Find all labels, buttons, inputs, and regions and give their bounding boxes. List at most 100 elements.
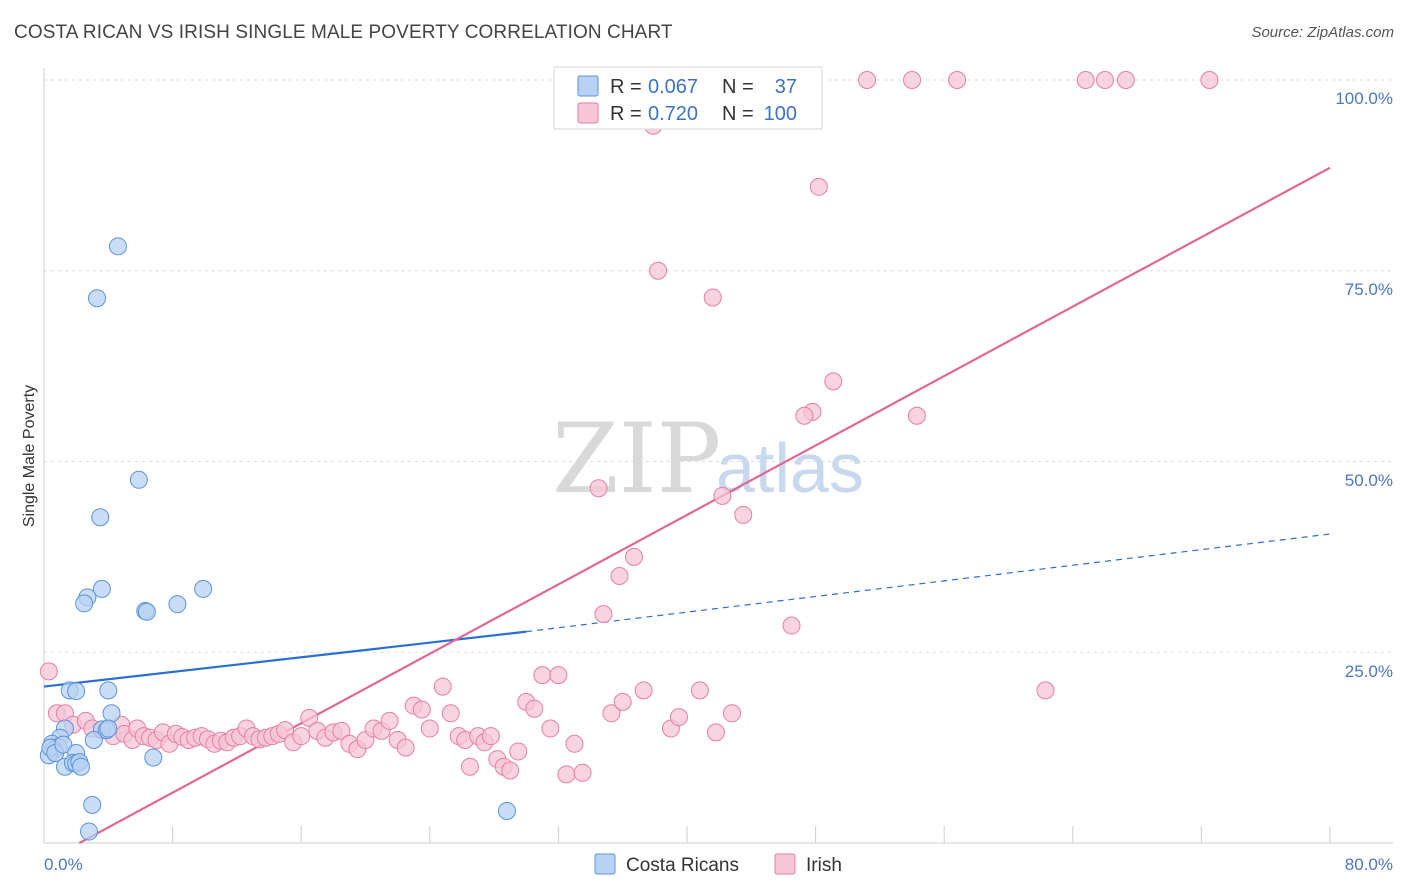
- irish-point-90: [795, 406, 814, 425]
- irish-point-93: [824, 372, 843, 391]
- legend-box: R = 0.067 N = 37 R = 0.720 N = 100: [553, 66, 823, 130]
- irish-point-75: [602, 704, 621, 723]
- bottom-legend-irish: Irish: [806, 855, 842, 876]
- costa-rican-point-3: [91, 508, 110, 527]
- irish-point-97: [948, 71, 967, 89]
- irish-point-77: [613, 692, 632, 711]
- irish-point-86: [713, 486, 732, 505]
- axes: [43, 68, 1393, 844]
- costa-rican-point-0: [108, 237, 127, 256]
- irish-point-74: [594, 605, 613, 624]
- irish-point-51: [412, 700, 431, 719]
- legend-frame: [553, 66, 823, 130]
- irish-point-70: [557, 765, 576, 784]
- irish-point-103: [1200, 71, 1219, 89]
- y-tick-label-25: 25.0%: [1345, 662, 1393, 681]
- costa-rican-point-7: [75, 594, 94, 613]
- irish-point-81: [649, 261, 668, 280]
- irish-point-91: [782, 616, 801, 635]
- irish-point-57: [460, 757, 479, 776]
- bottom-legend: Costa Ricans Irish: [594, 853, 842, 876]
- irish-point-47: [380, 711, 399, 730]
- irish-point-53: [433, 677, 452, 696]
- costa-rican-point-1: [88, 289, 107, 308]
- costa-rican-point-34: [71, 757, 90, 776]
- costa-rican-point-2: [129, 470, 148, 489]
- irish-point-66: [525, 699, 544, 718]
- irish-point-41: [332, 721, 351, 740]
- costa-rican-point-14: [102, 704, 121, 723]
- costa-rican-trend-line: [43, 630, 527, 688]
- irish-point-64: [509, 742, 528, 761]
- bottom-legend-costa: Costa Ricans: [626, 855, 739, 876]
- irish-point-76: [610, 566, 629, 585]
- legend-irish-r-value: 0.720: [648, 103, 698, 125]
- irish-point-100: [1076, 71, 1095, 89]
- costa-rican-point-5: [194, 579, 213, 598]
- irish-points: [39, 71, 1219, 784]
- irish-point-96: [903, 71, 922, 89]
- source-label: Source: ZipAtlas.com: [1251, 24, 1394, 41]
- irish-point-78: [624, 547, 643, 566]
- legend-costa-r-value: 0.067: [648, 76, 698, 98]
- costa-rican-point-29: [144, 748, 163, 767]
- irish-point-82: [669, 708, 688, 727]
- irish-point-102: [1116, 71, 1135, 89]
- irish-point-69: [549, 666, 568, 685]
- irish-point-99: [1036, 681, 1055, 700]
- costa-rican-point-13: [99, 681, 118, 700]
- irish-point-68: [541, 719, 560, 738]
- irish-point-0: [39, 662, 58, 681]
- irish-point-83: [690, 681, 709, 700]
- legend-swatch-irish: [577, 102, 599, 124]
- y-axis-title: Single Male Poverty: [21, 385, 38, 527]
- chart-title: COSTA RICAN VS IRISH SINGLE MALE POVERTY…: [14, 22, 673, 43]
- irish-point-67: [533, 666, 552, 685]
- costa-rican-point-36: [497, 801, 516, 820]
- costa-rican-point-37: [80, 822, 99, 841]
- costa-rican-point-8: [168, 595, 187, 614]
- costa-rican-point-21: [84, 730, 103, 749]
- irish-point-87: [723, 704, 742, 723]
- irish-point-49: [396, 738, 415, 757]
- costa-rican-point-35: [83, 795, 102, 814]
- irish-point-36: [292, 727, 311, 746]
- grid-lines: [44, 79, 1393, 653]
- x-tick-label-min: 0.0%: [44, 855, 83, 874]
- costa-rican-point-18: [99, 719, 118, 738]
- irish-point-71: [565, 734, 584, 753]
- bottom-legend-swatch-irish: [774, 853, 796, 875]
- costa-rican-point-27: [54, 735, 73, 754]
- legend-irish-n-label: N =: [722, 103, 754, 125]
- costa-rican-point-12: [67, 682, 86, 701]
- costa-rican-point-10: [137, 602, 156, 621]
- irish-point-60: [481, 727, 500, 746]
- irish-point-84: [703, 288, 722, 307]
- watermark-atlas: atlas: [716, 429, 864, 507]
- irish-point-92: [809, 177, 828, 196]
- legend-irish-n-value: 100: [764, 103, 797, 125]
- legend-costa-r-label: R =: [610, 76, 642, 98]
- irish-point-52: [420, 719, 439, 738]
- y-tick-label-100: 100.0%: [1335, 89, 1393, 108]
- x-tick-label-max: 80.0%: [1345, 855, 1393, 874]
- irish-point-63: [501, 761, 520, 780]
- legend-costa-n-label: N =: [722, 76, 754, 98]
- irish-point-95: [858, 71, 877, 89]
- irish-point-85: [706, 723, 725, 742]
- watermark-zip: ZIP: [552, 403, 721, 515]
- legend-costa-n-value: 37: [775, 76, 797, 98]
- costa-rican-trend-extension: [526, 533, 1331, 633]
- irish-point-94: [907, 406, 926, 425]
- irish-point-54: [441, 704, 460, 723]
- y-tick-label-75: 75.0%: [1345, 280, 1393, 299]
- bottom-legend-swatch-costa: [594, 853, 616, 875]
- irish-point-37: [300, 708, 319, 727]
- legend-irish-r-label: R =: [610, 103, 642, 125]
- irish-point-73: [589, 479, 608, 498]
- irish-point-88: [734, 505, 753, 524]
- irish-point-101: [1095, 71, 1114, 89]
- costa-rican-point-4: [92, 579, 111, 598]
- legend-swatch-costa: [577, 75, 599, 97]
